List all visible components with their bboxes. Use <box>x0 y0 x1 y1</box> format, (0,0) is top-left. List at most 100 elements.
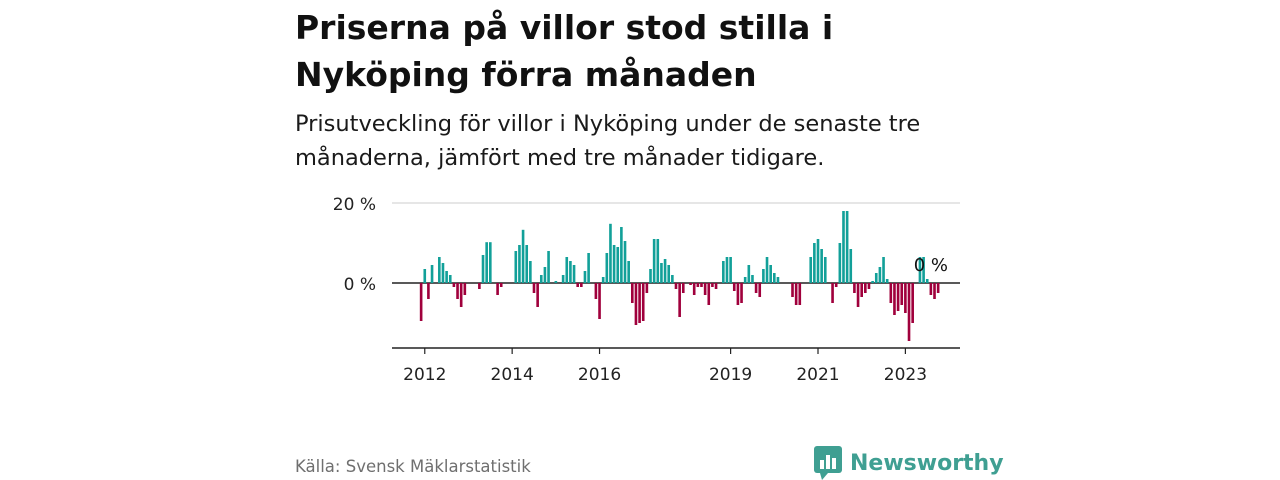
bar <box>612 245 616 283</box>
bar <box>572 265 576 283</box>
bar <box>911 283 914 323</box>
x-tick-label: 2021 <box>796 365 839 385</box>
bar <box>521 229 525 283</box>
bar <box>678 283 681 317</box>
bar <box>529 261 532 283</box>
bar <box>798 283 802 305</box>
bar <box>561 275 565 283</box>
bar <box>754 283 758 293</box>
bar <box>438 257 441 283</box>
bar <box>539 275 543 283</box>
price-change-bar-chart: 0 % 20 % 2012 2014 2016 2019 2021 2023 0 % <box>333 195 960 385</box>
bar <box>885 279 889 283</box>
bar <box>864 283 867 293</box>
axes <box>392 347 960 354</box>
bar <box>605 253 609 283</box>
bar <box>649 269 652 283</box>
bar <box>809 257 813 283</box>
bar <box>638 283 641 323</box>
bar <box>769 265 772 283</box>
x-tick-label: 2016 <box>578 365 621 385</box>
bar <box>707 283 711 305</box>
x-tick-label: 2012 <box>403 365 446 385</box>
bar <box>773 273 776 283</box>
bar <box>874 273 878 283</box>
bar <box>459 283 463 307</box>
bar <box>896 283 900 311</box>
bar <box>631 283 634 303</box>
bar <box>794 283 798 305</box>
bar <box>547 251 550 283</box>
bar <box>816 239 820 283</box>
bar <box>929 283 933 295</box>
bar <box>514 251 518 283</box>
bar <box>667 265 671 283</box>
bar <box>601 277 605 283</box>
x-tick-label: 2019 <box>709 365 752 385</box>
bar <box>587 253 590 283</box>
bar <box>427 283 430 299</box>
bar <box>525 245 529 283</box>
bar <box>419 283 423 321</box>
bar <box>703 283 707 295</box>
bar <box>922 257 925 283</box>
bar <box>831 283 834 303</box>
bar <box>725 257 729 283</box>
chart-subtitle: Prisutveckling för villor i Nyköping und… <box>295 111 921 171</box>
bar <box>430 265 434 283</box>
bar <box>867 283 871 289</box>
bar <box>478 283 481 289</box>
bar <box>452 283 456 287</box>
bar <box>660 263 663 283</box>
bar <box>743 277 747 283</box>
bar <box>456 283 459 299</box>
bar <box>838 243 842 283</box>
bar <box>656 239 660 283</box>
bar <box>489 242 492 283</box>
bar <box>594 283 598 299</box>
bar <box>765 257 769 283</box>
bar <box>532 283 536 293</box>
bar <box>671 275 674 283</box>
bar <box>663 259 667 283</box>
bar <box>856 283 860 307</box>
chart-title: Priserna på villor stod stilla i Nyköpin… <box>295 8 834 94</box>
bar <box>627 261 630 283</box>
bar <box>842 211 845 283</box>
bar <box>641 283 645 321</box>
bar <box>904 283 907 313</box>
bar <box>499 283 503 287</box>
bar <box>845 211 849 283</box>
last-value-annotation: 0 % <box>914 255 948 276</box>
bar <box>616 247 620 283</box>
bar <box>834 283 838 287</box>
bar <box>933 283 936 299</box>
bar <box>700 283 703 287</box>
bar <box>747 265 751 283</box>
bar <box>751 275 754 283</box>
bar <box>445 271 448 283</box>
bar <box>481 255 485 283</box>
bar <box>900 283 904 305</box>
bar <box>554 281 558 283</box>
bar <box>907 283 911 341</box>
bar <box>689 283 692 285</box>
bar-chart-logo-icon <box>814 446 842 480</box>
source-note: Källa: Svensk Mäklarstatistik <box>295 457 531 476</box>
bar <box>576 283 579 287</box>
bar <box>569 261 572 283</box>
bar <box>849 249 853 283</box>
bar <box>722 261 725 283</box>
bar <box>878 267 882 283</box>
bar <box>543 267 547 283</box>
bar <box>634 283 638 325</box>
bar <box>936 283 940 293</box>
bar <box>496 283 499 295</box>
bar <box>925 279 929 283</box>
bar <box>536 283 539 307</box>
bar <box>732 283 736 291</box>
bar <box>762 269 765 283</box>
bar <box>674 283 678 289</box>
bar <box>776 277 780 283</box>
bar <box>565 257 569 283</box>
